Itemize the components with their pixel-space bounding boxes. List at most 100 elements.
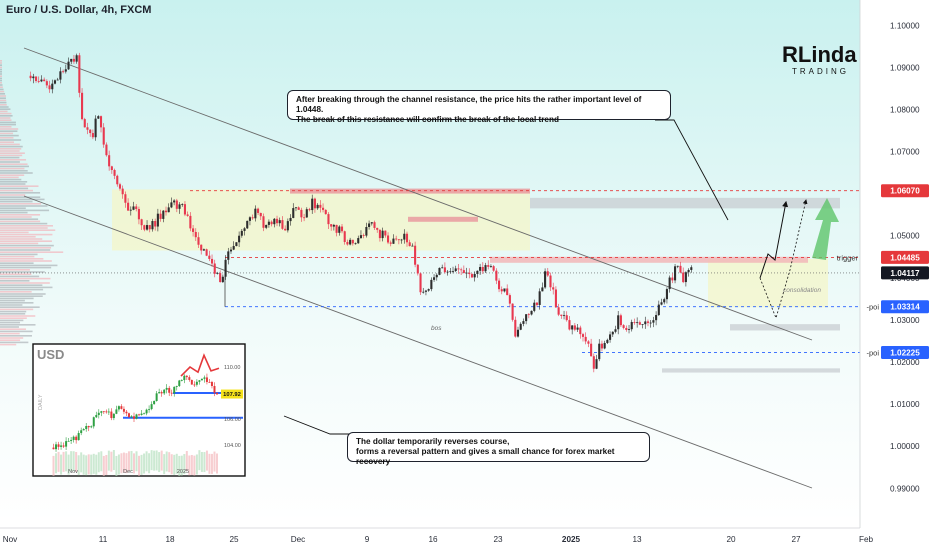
candle-up	[381, 230, 384, 239]
volume-profile-bar	[0, 117, 11, 119]
volume-profile-bar	[0, 108, 11, 110]
usd-candle-down	[208, 381, 211, 383]
candle-down	[416, 264, 419, 274]
candle-up	[655, 315, 658, 321]
candle-down	[143, 225, 146, 230]
candle-down	[671, 277, 674, 281]
candle-down	[37, 80, 40, 82]
candle-up	[240, 230, 243, 236]
volume-profile-bar	[0, 251, 64, 253]
candle-up	[243, 228, 246, 231]
candle-up	[422, 291, 425, 293]
candle-down	[395, 238, 398, 240]
volume-profile-bar	[0, 255, 35, 258]
volume-profile-bar	[0, 293, 46, 295]
candle-up	[246, 220, 249, 229]
candle-up	[392, 238, 395, 244]
candle-down	[340, 226, 344, 232]
candle-down	[408, 242, 411, 247]
usd-volume-bar	[168, 452, 171, 473]
usd-volume-bar	[148, 453, 151, 474]
volume-profile-bar	[0, 99, 7, 102]
candle-down	[86, 127, 89, 130]
candle-down	[105, 144, 108, 156]
candle-down	[682, 272, 685, 283]
candle-up	[571, 325, 574, 330]
usd-volume-bar	[127, 451, 130, 472]
candle-up	[151, 220, 154, 230]
volume-profile-bar	[0, 156, 20, 159]
candle-down	[29, 75, 32, 79]
candle-down	[99, 116, 103, 128]
candle-down	[175, 200, 178, 209]
candle-down	[405, 233, 409, 243]
candle-down	[262, 216, 265, 228]
candle-up	[489, 266, 492, 267]
candle-down	[500, 289, 503, 292]
price-label-box	[881, 250, 929, 264]
usd-candle-up	[97, 412, 100, 416]
candle-up	[53, 80, 57, 84]
candle-up	[94, 118, 97, 138]
candle-down	[116, 175, 119, 185]
volume-profile-bar	[0, 165, 29, 168]
candle-up	[609, 334, 612, 340]
volume-profile-bar	[0, 194, 26, 196]
candle-up	[238, 235, 241, 243]
usd-volume-bar	[110, 451, 113, 472]
volume-profile-bar	[0, 185, 39, 187]
volume-profile-bar	[0, 341, 29, 344]
callout-bottom: The dollar temporarily reverses course, …	[347, 432, 650, 466]
candle-up	[229, 249, 233, 252]
candle-down	[346, 241, 349, 245]
candle-down	[303, 217, 306, 219]
candle-down	[546, 271, 549, 276]
usd-volume-bar	[62, 451, 65, 472]
usd-candle-up	[165, 387, 168, 390]
usd-volume-bar	[165, 451, 168, 472]
usd-price-label-box	[221, 389, 243, 399]
usd-volume-bar	[198, 450, 201, 471]
usd-volume-bar	[117, 454, 120, 475]
usd-candle-down	[133, 416, 135, 419]
volume-profile-bar	[0, 275, 40, 278]
candle-down	[419, 273, 422, 293]
usd-candle-down	[216, 392, 218, 395]
volume-profile-bar	[0, 310, 27, 313]
usd-volume-bar	[130, 450, 133, 471]
candle-up	[595, 359, 598, 369]
candle-up	[67, 61, 70, 70]
usd-volume-bar	[143, 453, 146, 474]
candle-down	[34, 76, 38, 81]
candle-up	[273, 218, 276, 225]
volume-profile-bar	[0, 233, 53, 236]
candle-down	[72, 58, 75, 62]
candle-down	[592, 356, 595, 369]
y-tick-label: 0.99000	[890, 484, 920, 493]
usd-y-tick: 110.00	[224, 365, 240, 371]
candle-down	[281, 220, 284, 229]
projection-arrow-dotted	[759, 199, 808, 320]
volume-profile-bar	[0, 115, 13, 117]
candle-up	[449, 271, 452, 273]
candle-down	[83, 119, 86, 128]
volume-profile-bar	[0, 71, 2, 73]
candle-up	[332, 224, 335, 227]
candle-down	[535, 302, 539, 305]
candle-up	[603, 342, 606, 349]
volume-profile-bar	[0, 282, 50, 284]
candle-up	[627, 329, 631, 331]
candle-down	[324, 209, 327, 215]
volume-profile-bar	[0, 266, 52, 269]
candle-up	[32, 76, 35, 79]
projection-arrow	[759, 200, 789, 279]
y-tick-label: 1.10000	[890, 21, 920, 30]
candle-down	[121, 188, 124, 195]
volume-profile-bar	[0, 337, 24, 339]
usd-volume-bar	[52, 455, 55, 476]
candle-up	[132, 206, 135, 210]
volume-profile-bar	[0, 154, 23, 157]
volume-profile-bar	[0, 306, 40, 308]
usd-candle-up	[163, 389, 166, 394]
